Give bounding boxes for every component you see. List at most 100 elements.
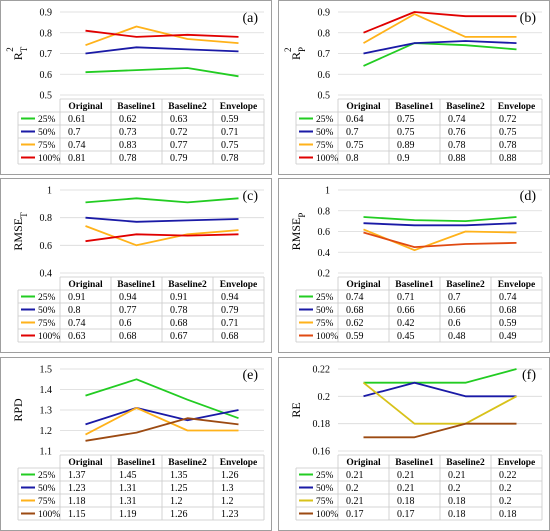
table-cell-value: 0.66 xyxy=(448,305,466,316)
x-category-label: Envelope xyxy=(220,458,257,468)
table-cell-value: 0.21 xyxy=(346,496,364,507)
x-category-label: Original xyxy=(68,102,103,112)
table-cell-value: 0.6 xyxy=(119,318,132,329)
table-cell-value: 0.88 xyxy=(448,153,466,164)
table-cell-value: 1.45 xyxy=(119,470,137,481)
legend-label: 100% xyxy=(316,510,338,520)
chart-svg: 0.5 0.6 0.7 0.8 0.9 RP2 (b) Original Baseline1 Ba… xyxy=(278,0,550,175)
table-cell-value: 0.9 xyxy=(397,153,410,164)
table-cell-value: 1.31 xyxy=(119,496,137,507)
y-axis-label: RE xyxy=(289,402,303,417)
table-cell-value: 0.74 xyxy=(68,140,86,151)
table-cell-value: 0.8 xyxy=(68,305,81,316)
table-cell-value: 0.59 xyxy=(346,331,364,342)
table-cell-value: 1.37 xyxy=(68,470,86,481)
y-tick-label: 0.18 xyxy=(313,419,331,430)
table-cell-value: 0.89 xyxy=(397,140,415,151)
legend-label: 25% xyxy=(316,293,334,303)
table-cell-value: 0.74 xyxy=(448,114,466,125)
y-tick-label: 0.4 xyxy=(40,269,53,280)
table-cell-value: 0.73 xyxy=(119,127,137,138)
legend-label: 100% xyxy=(316,154,338,164)
legend-label: 50% xyxy=(316,484,334,494)
panel-frame xyxy=(0,178,272,353)
series-line-75pct xyxy=(363,13,517,44)
table-cell-value: 0.2 xyxy=(499,496,512,507)
x-category-label: Envelope xyxy=(220,102,257,112)
table-cell-value: 0.66 xyxy=(397,305,415,316)
table-cell-value: 0.77 xyxy=(119,305,137,316)
legend-label: 75% xyxy=(38,497,56,507)
table-cell-value: 0.78 xyxy=(499,140,517,151)
table-cell-value: 0.68 xyxy=(170,318,188,329)
table-cell-value: 0.67 xyxy=(170,331,188,342)
y-tick-label: 1.2 xyxy=(40,426,53,437)
table-cell-value: 0.68 xyxy=(221,331,239,342)
series-line-25pct xyxy=(363,216,517,222)
table-cell-value: 0.64 xyxy=(346,114,364,125)
table-cell-value: 0.22 xyxy=(499,470,517,481)
panel-frame xyxy=(0,0,272,175)
table-cell-value: 0.45 xyxy=(397,331,415,342)
table-cell-value: 1.18 xyxy=(68,496,86,507)
table-cell-value: 0.75 xyxy=(221,140,239,151)
panel-d: 0.2 0.4 0.6 0.8 1 RMSEP (d) Original Baseline1 Ba… xyxy=(278,178,550,353)
panel-e: 1.1 1.2 1.3 1.4 1.5 RPD (e) Original Baseline1 Ba… xyxy=(0,357,272,531)
legend-label: 50% xyxy=(38,128,56,138)
chart-svg: 0.5 0.6 0.7 0.8 0.9 RT2 (a) Original Baseline1 Ba… xyxy=(0,0,272,175)
table-cell-value: 0.71 xyxy=(221,318,239,329)
x-category-label: Baseline2 xyxy=(446,458,485,468)
panel-label: (f) xyxy=(522,368,536,383)
legend-label: 25% xyxy=(38,471,56,481)
table-cell-value: 0.18 xyxy=(448,496,466,507)
table-cell-value: 1.15 xyxy=(68,509,86,520)
table-cell-value: 0.78 xyxy=(170,305,188,316)
table-cell-value: 1.31 xyxy=(119,483,137,494)
table-cell-value: 0.42 xyxy=(397,318,415,329)
legend-label: 50% xyxy=(38,484,56,494)
x-category-label: Envelope xyxy=(220,280,257,290)
y-tick-label: 0.5 xyxy=(318,91,331,102)
table-cell-value: 0.18 xyxy=(397,496,415,507)
table-cell-value: 0.79 xyxy=(170,153,188,164)
table-cell-value: 0.75 xyxy=(397,127,415,138)
series-line-100pct xyxy=(85,417,239,442)
series-line-75pct xyxy=(85,225,239,247)
table-cell-value: 1.23 xyxy=(68,483,86,494)
y-axis-label: RMSET xyxy=(11,212,29,251)
legend-label: 75% xyxy=(316,497,334,507)
x-category-label: Original xyxy=(346,280,381,290)
series-line-75pct xyxy=(85,25,239,47)
y-tick-label: 1.1 xyxy=(40,447,53,458)
y-axis-label: RMSEP xyxy=(289,213,307,251)
y-axis-label: RT2 xyxy=(5,46,29,60)
series-line-25pct xyxy=(85,67,239,78)
x-category-label: Original xyxy=(346,458,381,468)
series-line-100pct xyxy=(363,231,517,248)
y-tick-label: 0.22 xyxy=(313,365,331,376)
panel-label: (b) xyxy=(520,11,537,26)
table-cell-value: 0.68 xyxy=(499,305,517,316)
x-category-label: Original xyxy=(346,102,381,112)
series-line-100pct xyxy=(363,11,517,34)
table-cell-value: 0.49 xyxy=(499,331,517,342)
x-category-label: Original xyxy=(68,280,103,290)
x-category-label: Baseline1 xyxy=(117,280,156,290)
table-cell-value: 0.61 xyxy=(68,114,86,125)
legend-label: 25% xyxy=(316,471,334,481)
table-cell-value: 0.68 xyxy=(346,305,364,316)
series-line-100pct xyxy=(85,29,239,38)
y-tick-label: 0.8 xyxy=(40,28,53,39)
y-tick-label: 0.5 xyxy=(40,91,53,102)
table-cell-value: 0.2 xyxy=(448,483,461,494)
table-cell-value: 0.74 xyxy=(346,292,364,303)
table-cell-value: 1.2 xyxy=(170,496,183,507)
table-cell-value: 0.63 xyxy=(68,331,86,342)
table-cell-value: 0.81 xyxy=(68,153,86,164)
table-cell-value: 0.21 xyxy=(448,470,466,481)
x-category-label: Envelope xyxy=(498,280,535,290)
table-cell-value: 0.75 xyxy=(346,140,364,151)
y-tick-label: 0.6 xyxy=(40,70,53,81)
x-category-label: Baseline2 xyxy=(168,458,207,468)
table-cell-value: 0.7 xyxy=(346,127,359,138)
